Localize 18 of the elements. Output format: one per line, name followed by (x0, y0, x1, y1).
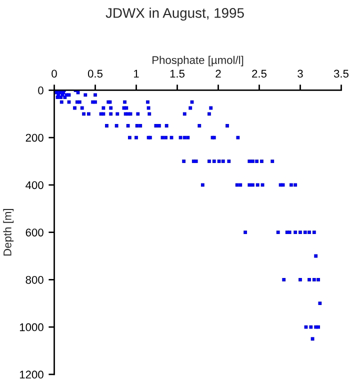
x-tick-label: 3.5 (334, 70, 349, 78)
y-tick-label: 800 (26, 276, 44, 284)
y-tick-label: 1000 (20, 323, 44, 332)
x-tick-label: 2 (216, 70, 221, 78)
chart-title: JDWX in August, 1995 (106, 8, 244, 21)
y-tick-label: 400 (26, 181, 44, 190)
x-tick-label: 1 (134, 70, 139, 78)
y-axis-title: Depth [m] (3, 209, 14, 256)
y-tick-label: 0 (38, 86, 44, 94)
x-axis-title: Phosphate [µmol/l] (152, 56, 244, 66)
y-tick-label: 600 (26, 228, 44, 236)
x-tick-label: 0 (52, 70, 57, 78)
x-tick-label: 1.5 (170, 70, 185, 78)
y-tick-label: 1200 (20, 370, 44, 379)
x-tick-label: 2.5 (252, 70, 267, 78)
x-tick-label: 3 (298, 70, 303, 78)
x-tick-label: 0.5 (88, 70, 103, 78)
y-tick-label: 200 (26, 134, 44, 142)
